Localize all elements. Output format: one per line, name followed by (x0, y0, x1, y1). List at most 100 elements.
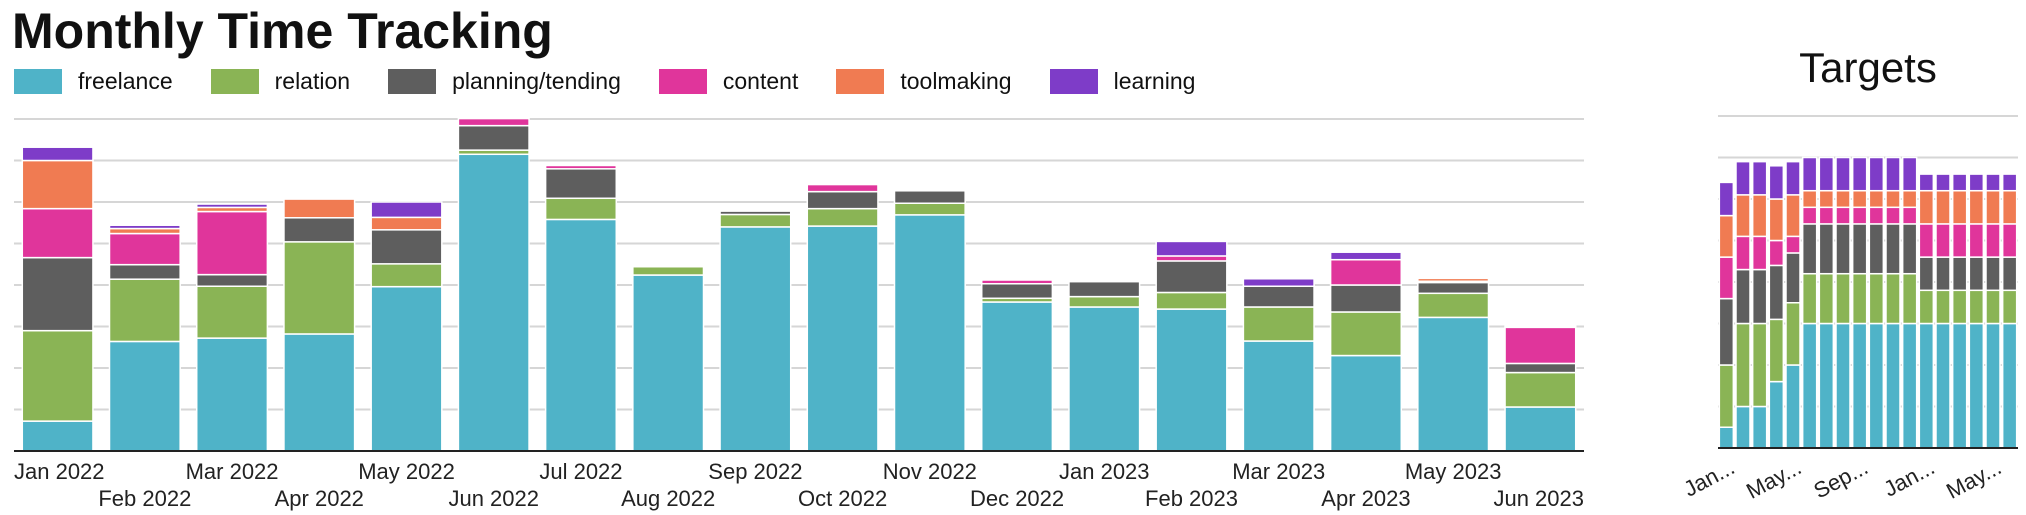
bar-segment-relation (1785, 302, 1801, 366)
x-tick-label: Jan... (1879, 454, 1938, 501)
bar-segment-planning-tending (1868, 223, 1885, 275)
bar-segment-toolmaking (2001, 189, 2018, 225)
bar-segment-content (1818, 206, 1835, 225)
bar-segment-planning-tending (544, 168, 618, 200)
bar-segment-planning-tending (1417, 281, 1490, 295)
x-tick-label: Apr 2023 (1321, 486, 1410, 511)
bar-segment-planning-tending (806, 190, 879, 210)
bar-segment-content (1968, 223, 1985, 258)
bar-segment-relation (1985, 289, 2001, 325)
bar-segment-planning-tending (1968, 256, 1985, 292)
bar-segment-content (1851, 206, 1868, 225)
bar-segment-content (1329, 258, 1403, 286)
bar-segment-content (195, 210, 269, 276)
bar-segment-learning (370, 201, 443, 219)
legend-label: learning (1113, 68, 1196, 94)
legend-swatch (210, 69, 259, 94)
bar-segment-relation (1918, 289, 1935, 325)
bar-segment-freelance (1818, 322, 1835, 449)
x-tick-label: Jan 2022 (14, 459, 105, 484)
bar-segment-relation (719, 213, 792, 228)
legend-item-content: content (658, 68, 799, 95)
targets-title: Targets (1799, 44, 1937, 91)
bar-segment-freelance (1918, 322, 1935, 449)
bar-segment-learning (1935, 173, 1951, 192)
bar-segment-planning-tending (1935, 256, 1951, 292)
x-tick-label: Feb 2022 (98, 486, 191, 511)
bar-segment-planning-tending (1751, 268, 1768, 325)
legend-swatch (388, 69, 437, 94)
bar-segment-freelance (1768, 380, 1785, 449)
bar-segment-toolmaking (1868, 189, 1885, 209)
bar-segment-toolmaking (1968, 189, 1985, 225)
x-tick-label: Sep 2022 (708, 459, 802, 484)
bar-segment-planning-tending (1801, 223, 1818, 275)
bar-segment-planning-tending (1768, 264, 1785, 321)
bar-segment-learning (1985, 173, 2001, 192)
bar-segment-content (1951, 223, 1968, 258)
bar-segment-relation (1417, 292, 1490, 319)
x-tick-label: Mar 2023 (1232, 459, 1325, 484)
bar-segment-planning-tending (457, 124, 530, 151)
bar-segment-content (544, 164, 618, 170)
x-tick-label: Oct 2022 (798, 486, 887, 511)
bar-segment-toolmaking (1985, 189, 2001, 225)
bar-segment-toolmaking (1818, 189, 1835, 209)
bar-segment-learning (195, 203, 269, 209)
bar-segment-planning-tending (1068, 280, 1141, 298)
x-tick-label: Mar 2022 (186, 459, 279, 484)
x-tick-label: May 2023 (1405, 459, 1502, 484)
bar-segment-toolmaking (1785, 194, 1801, 238)
bar-segment-content (457, 117, 530, 127)
bar-segment-relation (1968, 289, 1985, 325)
bar-segment-relation (1885, 272, 1901, 325)
bar-segment-relation (1155, 291, 1228, 310)
bar-segment-relation (1868, 272, 1885, 325)
bar-segment-relation (1818, 272, 1835, 325)
bar-segment-planning-tending (1155, 260, 1228, 294)
bar-segment-planning-tending (980, 283, 1054, 300)
legend-swatch (14, 69, 62, 94)
legend-label: planning/tending (452, 68, 621, 94)
bar-segment-planning-tending (1785, 252, 1801, 304)
bar-segment-relation (1768, 318, 1785, 383)
bar-segment-learning (1885, 156, 1901, 192)
bar-segment-freelance (1801, 322, 1818, 449)
bar-segment-planning-tending (893, 190, 966, 204)
bar-segment-freelance (21, 420, 94, 452)
bar-segment-planning-tending (1242, 285, 1315, 308)
bar-segment-content (806, 183, 879, 193)
bar-segment-freelance (1329, 354, 1403, 452)
bar-segment-freelance (1968, 322, 1985, 449)
bar-segment-toolmaking (1718, 214, 1735, 258)
bar-segment-relation (1329, 311, 1403, 357)
bar-segment-planning-tending (1329, 284, 1403, 313)
bar-segment-freelance (1951, 322, 1968, 449)
legend-item-freelance: freelance (14, 68, 173, 95)
bar-segment-toolmaking (1935, 189, 1951, 225)
bar-segment-planning-tending (1735, 268, 1751, 325)
bar-segment-toolmaking (370, 216, 443, 231)
x-tick-label: Jun 2022 (448, 486, 539, 511)
bar-segment-relation (1951, 289, 1968, 325)
bar-segment-freelance (632, 274, 705, 452)
bar-segment-learning (1835, 156, 1851, 192)
bar-segment-planning-tending (108, 263, 181, 280)
bar-segment-freelance (1935, 322, 1951, 449)
bar-segment-planning-tending (1985, 256, 2001, 292)
bar-segment-planning-tending (1851, 223, 1868, 275)
bar-segment-content (1918, 223, 1935, 258)
bar-segment-relation (1751, 322, 1768, 408)
bar-segment-relation (1801, 272, 1818, 325)
bar-segment-learning (1801, 156, 1818, 192)
bar-segment-freelance (1068, 306, 1141, 452)
x-tick-label: Sep... (1810, 454, 1872, 503)
bar-segment-planning-tending (1951, 256, 1968, 292)
legend-label: content (722, 68, 799, 94)
bar-segment-freelance (1985, 322, 2001, 449)
x-tick-label: Dec 2022 (970, 486, 1064, 511)
bar-segment-content (1504, 326, 1577, 365)
bar-segment-learning (1901, 156, 1918, 192)
bar-segment-toolmaking (1851, 189, 1868, 209)
